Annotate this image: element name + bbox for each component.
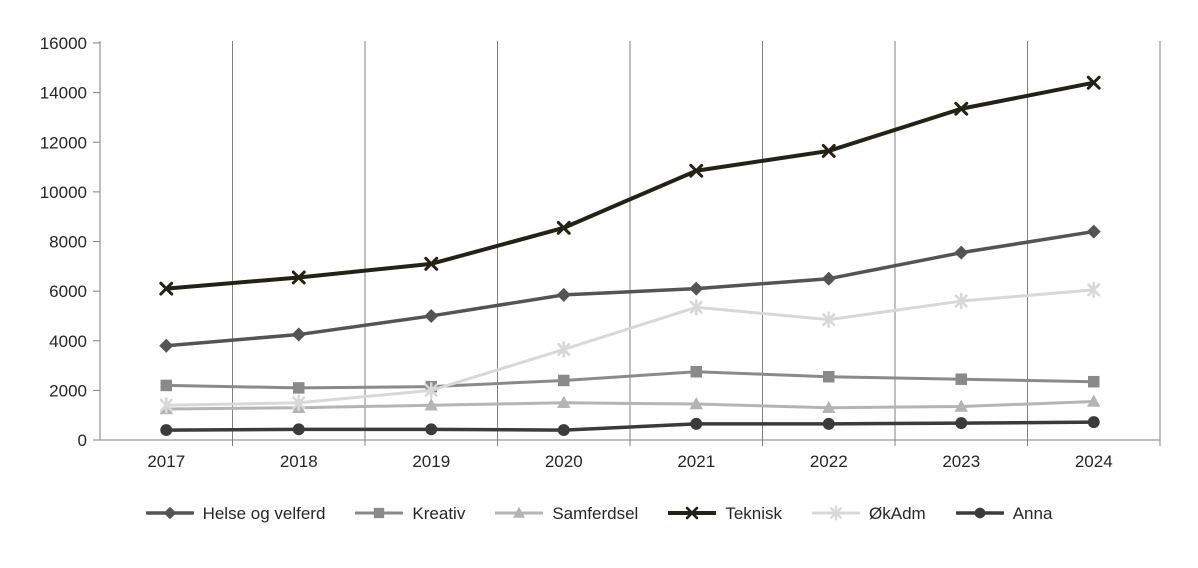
legend-line-sample	[955, 507, 1004, 519]
circle-marker-icon	[292, 423, 305, 436]
legend-label: ØkAdm	[869, 503, 926, 523]
triangle-marker-icon	[822, 400, 836, 413]
square-marker-icon	[293, 382, 305, 394]
x-marker-icon	[954, 101, 969, 116]
y-tick-label: 12000	[40, 133, 87, 152]
series-line-helse-og-velferd	[164, 229, 1096, 348]
square-marker-icon	[955, 373, 967, 385]
legend-item--kadm: ØkAdm	[812, 504, 926, 522]
diamond-marker-icon	[424, 308, 439, 323]
legend-label: Teknisk	[725, 503, 783, 523]
x-marker-icon	[689, 163, 704, 178]
square-marker-icon	[690, 366, 702, 378]
triangle-marker-icon	[954, 399, 968, 412]
diamond-marker-icon	[163, 506, 176, 520]
circle-marker-icon	[955, 417, 968, 430]
legend: Helse og velferd Kreativ Samferdsel Teknisk…	[0, 504, 1198, 522]
legend-item-anna: Anna	[955, 503, 1053, 523]
legend-line-sample	[495, 506, 544, 518]
legend-line-sample	[668, 506, 717, 520]
x-tick-label: 2019	[412, 452, 450, 471]
circle-marker-icon	[160, 424, 173, 437]
series-line-anna	[164, 420, 1096, 432]
x-tick-label: 2020	[545, 452, 583, 471]
x-tick-label: 2022	[810, 452, 848, 471]
x-marker-icon	[556, 220, 571, 235]
legend-line-sample	[355, 507, 404, 519]
legend-line-sample	[145, 506, 194, 520]
circle-marker-icon	[425, 423, 438, 436]
line-chart-canvas: 0 2000 4000 6000 8000 10000 12000 14000 16000 201…	[40, 34, 1161, 471]
diamond-marker-icon	[954, 245, 969, 260]
legend-label: Anna	[1012, 503, 1053, 523]
y-tick-label: 8000	[49, 233, 87, 252]
triangle-marker-icon	[424, 398, 438, 411]
y-tick-label: 16000	[40, 34, 87, 53]
circle-marker-icon	[690, 417, 703, 430]
x-tick-label: 2023	[942, 452, 980, 471]
y-tick-label: 6000	[49, 282, 87, 301]
series-line-teknisk	[164, 80, 1096, 291]
diamond-marker-icon	[159, 338, 174, 353]
legend-label: Kreativ	[412, 503, 466, 523]
y-tick-label: 0	[78, 431, 87, 450]
y-tick-label: 14000	[40, 84, 87, 103]
circle-marker-icon	[557, 424, 570, 437]
x-marker-icon	[291, 270, 306, 285]
diamond-marker-icon	[291, 327, 306, 342]
x-tick-label: 2017	[147, 452, 185, 471]
triangle-marker-icon	[557, 395, 571, 409]
legend-label: Helse og velferd	[202, 503, 326, 523]
circle-marker-icon	[974, 507, 986, 519]
x-tick-label: 2021	[677, 452, 715, 471]
x-marker-icon	[159, 281, 174, 296]
triangle-marker-icon	[1087, 394, 1101, 407]
y-tick-label: 10000	[40, 183, 87, 202]
legend-item-teknisk: Teknisk	[668, 504, 782, 522]
legend-label: Samferdsel	[552, 503, 639, 523]
triangle-marker-icon	[513, 506, 526, 518]
square-marker-icon	[374, 507, 385, 519]
legend-item-kreativ: Kreativ	[355, 504, 465, 522]
x-tick-label: 2018	[280, 452, 318, 471]
series-line-kreativ	[164, 370, 1096, 390]
x-tick-label: 2024	[1075, 452, 1113, 471]
triangle-marker-icon	[689, 397, 703, 410]
legend-line-sample	[812, 505, 861, 521]
circle-marker-icon	[1087, 416, 1100, 429]
x-marker-icon	[1086, 75, 1101, 90]
x-marker-icon	[424, 256, 439, 271]
series-line-samferdsel	[164, 400, 1096, 411]
square-marker-icon	[823, 370, 835, 383]
y-tick-label: 4000	[49, 332, 87, 351]
square-marker-icon	[1088, 375, 1100, 388]
square-marker-icon	[160, 379, 172, 392]
square-marker-icon	[558, 374, 570, 387]
x-marker-icon	[686, 506, 699, 520]
diamond-marker-icon	[821, 271, 836, 286]
legend-item-helse-og-velferd: Helse og velferd	[145, 503, 326, 523]
legend-item-samferdsel: Samferdsel	[495, 504, 638, 522]
y-tick-label: 2000	[49, 381, 87, 400]
diamond-marker-icon	[689, 281, 704, 296]
circle-marker-icon	[822, 417, 835, 430]
diamond-marker-icon	[556, 287, 571, 302]
x-marker-icon	[821, 143, 836, 158]
series-line--kadm	[164, 288, 1096, 407]
diamond-marker-icon	[1086, 224, 1101, 239]
